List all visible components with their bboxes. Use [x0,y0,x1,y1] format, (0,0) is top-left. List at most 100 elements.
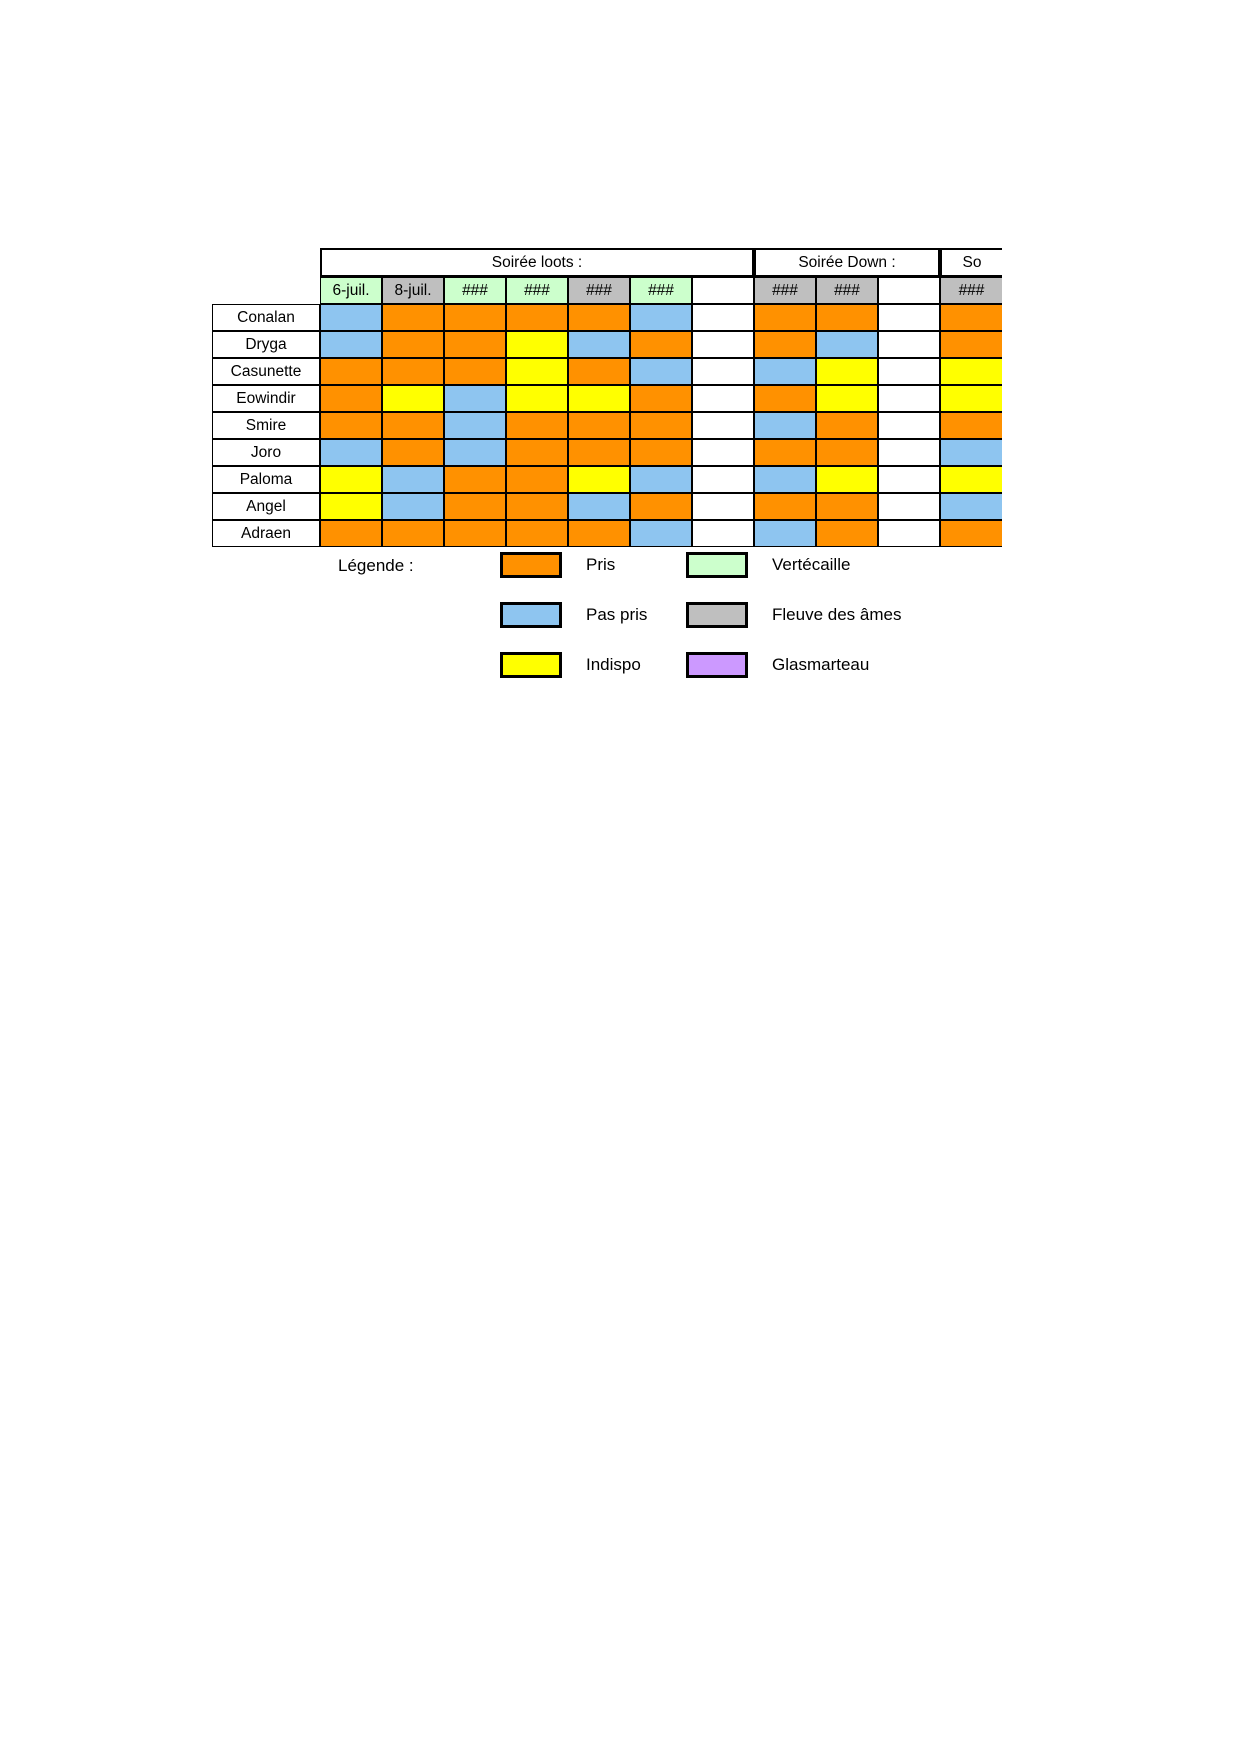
status-cell[interactable] [878,412,940,439]
player-name-cell[interactable]: Joro [212,439,320,466]
status-cell[interactable] [878,520,940,547]
status-cell[interactable] [320,439,382,466]
player-name-cell[interactable]: Casunette [212,358,320,385]
status-cell[interactable] [878,331,940,358]
status-cell[interactable] [692,493,754,520]
status-cell[interactable] [444,358,506,385]
status-cell[interactable] [444,304,506,331]
status-cell[interactable] [382,466,444,493]
status-cell[interactable] [754,304,816,331]
status-cell[interactable] [940,385,1002,412]
status-cell[interactable] [382,385,444,412]
status-cell[interactable] [940,439,1002,466]
column-header-cell[interactable]: ### [506,277,568,304]
status-cell[interactable] [940,412,1002,439]
status-cell[interactable] [444,331,506,358]
status-cell[interactable] [320,385,382,412]
status-cell[interactable] [506,466,568,493]
status-cell[interactable] [506,520,568,547]
status-cell[interactable] [816,520,878,547]
status-cell[interactable] [444,412,506,439]
player-name-cell[interactable]: Paloma [212,466,320,493]
status-cell[interactable] [444,439,506,466]
status-cell[interactable] [320,520,382,547]
status-cell[interactable] [940,466,1002,493]
status-cell[interactable] [754,412,816,439]
status-cell[interactable] [692,412,754,439]
group-header-1[interactable]: Soirée loots : [320,248,754,277]
status-cell[interactable] [816,304,878,331]
group-header-3[interactable]: So [940,248,1002,277]
status-cell[interactable] [382,493,444,520]
status-cell[interactable] [320,493,382,520]
status-cell[interactable] [382,331,444,358]
status-cell[interactable] [630,304,692,331]
status-cell[interactable] [816,358,878,385]
status-cell[interactable] [320,304,382,331]
status-cell[interactable] [692,304,754,331]
planning-table[interactable]: Soirée loots : Soirée Down : So 6-juil. 8-j… [212,248,1002,547]
status-cell[interactable] [692,385,754,412]
player-name-cell[interactable]: Angel [212,493,320,520]
status-cell[interactable] [754,493,816,520]
status-cell[interactable] [754,520,816,547]
status-cell[interactable] [754,331,816,358]
status-cell[interactable] [506,358,568,385]
status-cell[interactable] [444,385,506,412]
status-cell[interactable] [816,493,878,520]
column-header-cell[interactable]: ### [568,277,630,304]
status-cell[interactable] [568,493,630,520]
status-cell[interactable] [568,358,630,385]
status-cell[interactable] [816,385,878,412]
column-header-cell[interactable]: ### [754,277,816,304]
status-cell[interactable] [320,412,382,439]
status-cell[interactable] [878,304,940,331]
status-cell[interactable] [382,304,444,331]
status-cell[interactable] [506,439,568,466]
status-cell[interactable] [568,439,630,466]
status-cell[interactable] [568,331,630,358]
status-cell[interactable] [506,304,568,331]
status-cell[interactable] [382,520,444,547]
status-cell[interactable] [754,466,816,493]
status-cell[interactable] [630,385,692,412]
status-cell[interactable] [568,385,630,412]
status-cell[interactable] [878,385,940,412]
status-cell[interactable] [506,412,568,439]
column-header-cell[interactable]: ### [444,277,506,304]
status-cell[interactable] [816,439,878,466]
status-cell[interactable] [630,439,692,466]
player-name-cell[interactable]: Dryga [212,331,320,358]
player-name-cell[interactable]: Eowindir [212,385,320,412]
column-header-cell[interactable] [878,277,940,304]
status-cell[interactable] [568,304,630,331]
status-cell[interactable] [630,412,692,439]
status-cell[interactable] [444,466,506,493]
status-cell[interactable] [630,493,692,520]
status-cell[interactable] [382,412,444,439]
status-cell[interactable] [444,493,506,520]
status-cell[interactable] [754,385,816,412]
status-cell[interactable] [816,412,878,439]
status-cell[interactable] [878,439,940,466]
group-header-2[interactable]: Soirée Down : [754,248,940,277]
status-cell[interactable] [630,466,692,493]
status-cell[interactable] [630,331,692,358]
status-cell[interactable] [320,358,382,385]
status-cell[interactable] [878,466,940,493]
status-cell[interactable] [816,466,878,493]
column-header-cell[interactable]: 6-juil. [320,277,382,304]
status-cell[interactable] [568,466,630,493]
status-cell[interactable] [940,331,1002,358]
status-cell[interactable] [692,466,754,493]
column-header-cell[interactable]: ### [940,277,1002,304]
column-header-cell[interactable]: 8-juil. [382,277,444,304]
status-cell[interactable] [754,358,816,385]
status-cell[interactable] [692,439,754,466]
column-header-cell[interactable]: ### [816,277,878,304]
status-cell[interactable] [630,520,692,547]
status-cell[interactable] [320,466,382,493]
status-cell[interactable] [506,331,568,358]
status-cell[interactable] [692,358,754,385]
status-cell[interactable] [382,439,444,466]
